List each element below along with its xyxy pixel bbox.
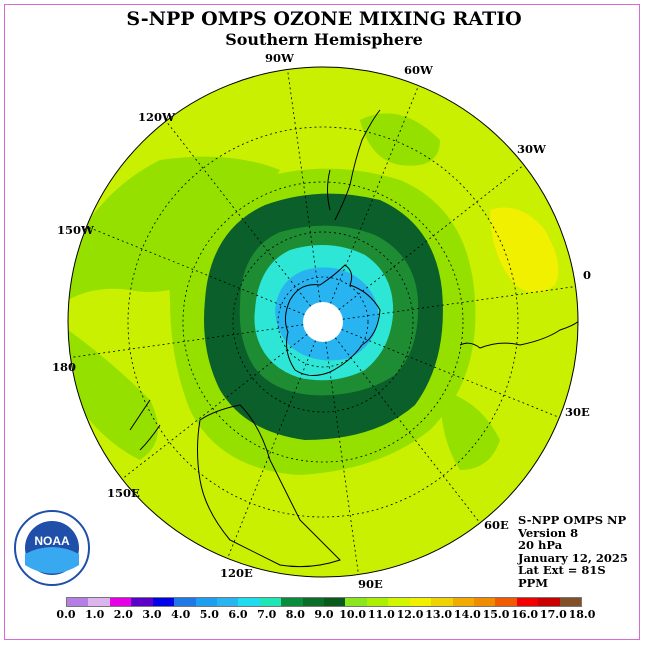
colorbar-swatch bbox=[131, 598, 153, 606]
meridian-line bbox=[121, 333, 308, 480]
colorbar-label: 3.0 bbox=[142, 608, 162, 621]
noaa-logo: NOAA bbox=[14, 510, 90, 586]
colorbar-label: 15.0 bbox=[482, 608, 510, 621]
lon-label-30e: 30E bbox=[565, 405, 590, 419]
colorbar-label: 18.0 bbox=[568, 608, 596, 621]
light-band-east bbox=[440, 390, 500, 470]
colorbar-label: 7.0 bbox=[257, 608, 277, 621]
colorbar-swatch bbox=[109, 598, 132, 606]
pole-cap bbox=[303, 302, 343, 342]
info-panel: S-NPP OMPS NP Version 8 20 hPa January 1… bbox=[518, 514, 628, 589]
latitude-circle-75 bbox=[277, 276, 369, 368]
colorbar-swatch bbox=[324, 598, 346, 606]
colorbar-swatch bbox=[174, 598, 196, 606]
colorbar-swatch bbox=[281, 598, 303, 606]
lon-label-150w: 150W bbox=[57, 223, 94, 237]
colorbar-swatch bbox=[559, 598, 582, 606]
colorbar-label: 5.0 bbox=[199, 608, 219, 621]
lon-label-0: 0 bbox=[583, 268, 592, 282]
lon-label-150e: 150E bbox=[107, 486, 140, 500]
meridian-line bbox=[86, 226, 305, 315]
info-level: 20 hPa bbox=[518, 538, 563, 552]
colorbar-swatch bbox=[495, 598, 517, 606]
colorbar-label: 1.0 bbox=[85, 608, 105, 621]
colorbar-label: 14.0 bbox=[453, 608, 481, 621]
meridian-line bbox=[70, 324, 304, 358]
yellow-patch bbox=[490, 207, 559, 293]
lon-label-60e: 60E bbox=[484, 518, 509, 532]
colorbar-label: 4.0 bbox=[171, 608, 191, 621]
colorbar-swatch bbox=[388, 598, 410, 606]
colorbar-swatch bbox=[538, 598, 560, 606]
info-date: January 12, 2025 bbox=[518, 550, 628, 565]
colorbar-swatch bbox=[88, 598, 110, 606]
map-title: S-NPP OMPS OZONE MIXING RATIO bbox=[126, 8, 522, 30]
meridian-line bbox=[165, 120, 312, 307]
light-band-north bbox=[360, 113, 440, 166]
meridian-line bbox=[227, 340, 316, 559]
map-outline bbox=[67, 66, 579, 578]
noaa-logo-text: NOAA bbox=[34, 534, 70, 548]
lon-label-30w: 30W bbox=[517, 142, 546, 156]
colorbar-swatch bbox=[302, 598, 325, 606]
africa-coast bbox=[459, 319, 578, 349]
colorbar-swatch bbox=[216, 598, 239, 606]
map-subtitle: Southern Hemisphere bbox=[225, 30, 423, 49]
info-instrument: S-NPP OMPS NP bbox=[518, 513, 627, 527]
colorbar-label: 17.0 bbox=[539, 608, 567, 621]
colorbar-swatch bbox=[431, 598, 453, 606]
lon-label-120w: 120W bbox=[138, 110, 175, 124]
light-band-west2 bbox=[68, 330, 158, 460]
info-lat-ext: Lat Ext = 81S bbox=[518, 563, 606, 577]
colorbar-swatch bbox=[409, 598, 432, 606]
australia-coast bbox=[197, 404, 341, 568]
meridian-lines bbox=[70, 69, 576, 575]
colorbar-swatch bbox=[195, 598, 217, 606]
colorbar-swatch bbox=[259, 598, 282, 606]
colorbar-label: 8.0 bbox=[285, 608, 305, 621]
lon-label-120e: 120E bbox=[220, 566, 253, 580]
colorbar-swatch bbox=[366, 598, 389, 606]
lon-label-60w: 60W bbox=[404, 63, 433, 77]
colorbar-label: 2.0 bbox=[113, 608, 133, 621]
south-america-coast bbox=[327, 109, 381, 221]
colorbar-swatch bbox=[345, 598, 367, 606]
colorbar-label: 0.0 bbox=[56, 608, 76, 621]
info-version: Version 8 bbox=[518, 525, 579, 540]
colorbar-label: 11.0 bbox=[367, 608, 395, 621]
colorbar-swatch bbox=[474, 598, 496, 606]
colorbar-swatch bbox=[516, 598, 539, 606]
meridian-line bbox=[334, 337, 481, 524]
latitude-circle-60 bbox=[232, 231, 414, 413]
lon-label-180: 180 bbox=[52, 360, 77, 374]
colorbar-label: 13.0 bbox=[425, 608, 453, 621]
meridian-line bbox=[287, 69, 321, 303]
colorbar-label: 9.0 bbox=[314, 608, 334, 621]
colorbar bbox=[66, 597, 582, 607]
meridian-line bbox=[325, 341, 359, 575]
lon-label-90e: 90E bbox=[358, 577, 383, 591]
meridian-line bbox=[342, 286, 576, 320]
colorbar-label: 6.0 bbox=[228, 608, 248, 621]
lon-label-90w: 90W bbox=[265, 51, 294, 65]
map-frame bbox=[4, 4, 640, 640]
antarctica-coast bbox=[284, 264, 381, 376]
latitude-circle-30 bbox=[127, 126, 519, 518]
meridian-line bbox=[338, 164, 525, 311]
colorbar-swatch bbox=[67, 598, 89, 606]
colorbar-swatch bbox=[152, 598, 175, 606]
info-unit: PPM bbox=[518, 575, 549, 590]
colorbar-swatch bbox=[238, 598, 260, 606]
colorbar-label: 10.0 bbox=[339, 608, 367, 621]
colorbar-swatch bbox=[452, 598, 475, 606]
new-zealand-coast bbox=[129, 399, 161, 451]
meridian-line bbox=[330, 85, 419, 304]
colorbar-label: 12.0 bbox=[396, 608, 424, 621]
latitude-circle-45 bbox=[182, 181, 464, 463]
colorbar-label: 16.0 bbox=[511, 608, 539, 621]
meridian-line bbox=[341, 329, 560, 418]
